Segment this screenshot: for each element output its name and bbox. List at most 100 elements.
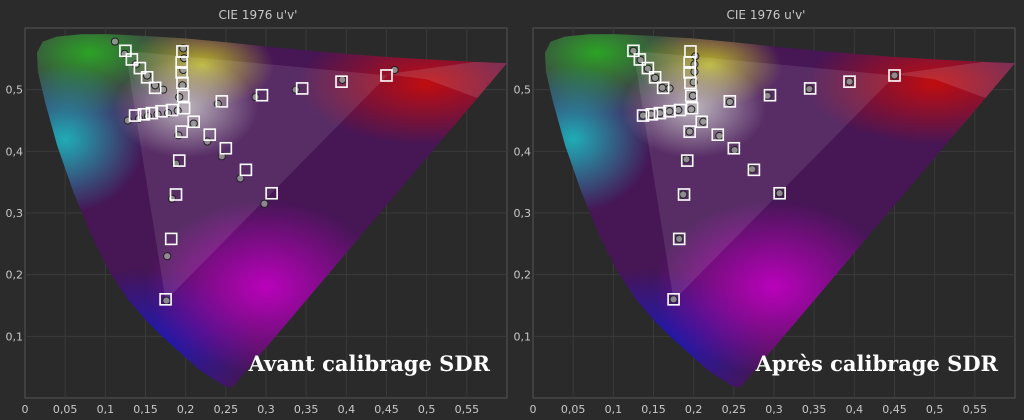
target-square [203, 128, 217, 141]
target-square [763, 88, 777, 102]
y-tick-label: 0,1 [514, 330, 532, 343]
x-tick-label: 0,2 [685, 403, 703, 416]
target-square [888, 69, 901, 82]
target-square [159, 293, 172, 306]
target-square [683, 125, 696, 138]
target-square [128, 109, 142, 122]
y-tick-label: 0,1 [6, 330, 24, 343]
target-square [636, 109, 650, 122]
data-points [110, 37, 399, 306]
x-tick-label: 0,45 [374, 403, 399, 416]
measured-point [685, 127, 694, 136]
target-square [164, 232, 178, 246]
measured-point [890, 71, 899, 80]
target-square [641, 61, 655, 75]
chart-title: CIE 1976 u'v' [219, 8, 298, 22]
target-square [177, 101, 191, 115]
target-square [255, 88, 269, 102]
measured-point [687, 105, 696, 114]
y-tick-label: 0,3 [514, 207, 532, 220]
measured-point [251, 92, 260, 102]
target-square [172, 154, 186, 167]
measured-point [699, 117, 708, 126]
target-square [685, 101, 699, 115]
x-tick-label: 0,4 [338, 403, 356, 416]
x-tick-label: 0,15 [133, 403, 158, 416]
target-square [645, 108, 659, 121]
target-square [215, 95, 229, 108]
target-square [747, 163, 761, 177]
target-square [137, 108, 151, 121]
target-square [295, 82, 309, 95]
x-tick-label: 0,35 [294, 403, 319, 416]
measured-point [163, 252, 172, 261]
data-points [627, 44, 901, 306]
chart-panel-after: CIE 1976 u'v' 0 0,05 0,1 0,15 0,2 0,25 0,3 0,35… [514, 8, 1016, 416]
y-tick-label: 0,5 [514, 84, 532, 97]
measured-point [725, 97, 734, 107]
target-square [165, 103, 179, 117]
measured-point [679, 190, 688, 199]
target-square [667, 293, 680, 306]
measured-point [658, 83, 667, 92]
measured-point [638, 111, 648, 120]
target-square [684, 89, 698, 103]
target-square [803, 82, 817, 95]
x-tick-label: 0,45 [882, 403, 907, 416]
x-tick-label: 0,1 [97, 403, 115, 416]
target-square [843, 75, 856, 88]
measured-point [688, 91, 697, 100]
measured-point [167, 194, 177, 203]
measured-point [175, 92, 184, 102]
target-square [773, 186, 786, 200]
x-tick-label: 0,25 [214, 403, 239, 416]
y-tick-label: 0,3 [6, 207, 24, 220]
measured-point [730, 146, 739, 155]
y-tick-label: 0,4 [514, 145, 532, 158]
x-tick-label: 0,55 [963, 403, 988, 416]
x-tick-label: 0,3 [257, 403, 275, 416]
measured-point [682, 155, 691, 164]
chart-caption: Avant calibrage SDR [248, 351, 491, 376]
target-square [727, 141, 741, 155]
y-tick-label: 0,5 [6, 84, 24, 97]
measured-point [338, 75, 347, 84]
target-square [133, 61, 147, 75]
target-square [656, 81, 670, 95]
x-tick-label: 0,3 [765, 403, 783, 416]
x-tick-label: 0,5 [418, 403, 436, 416]
measured-point [665, 84, 674, 93]
target-square [723, 95, 737, 108]
measured-point [715, 131, 724, 141]
measured-point [643, 64, 652, 73]
target-square [683, 56, 696, 69]
y-tick-label: 0,2 [6, 269, 24, 282]
target-square [265, 186, 278, 200]
target-square [187, 115, 200, 129]
chart-caption: Après calibrage SDR [755, 351, 999, 376]
target-square [119, 44, 132, 58]
x-tick-label: 0 [530, 403, 537, 416]
target-square [175, 56, 188, 69]
measured-point [674, 105, 683, 115]
target-square [648, 71, 662, 84]
x-tick-label: 0,35 [802, 403, 827, 416]
target-square [711, 128, 725, 141]
measured-point [675, 234, 684, 243]
chart-panel-before: CIE 1976 u'v' 0 0,05 0,1 0,15 0,2 0,25 0,3 0,35… [6, 8, 508, 416]
target-square [335, 75, 348, 88]
target-square [380, 69, 393, 82]
target-square [176, 76, 189, 90]
measured-point [748, 165, 757, 174]
target-square [169, 188, 183, 201]
measured-point [845, 77, 854, 86]
measured-point [110, 37, 120, 46]
measured-point [260, 199, 269, 208]
x-tick-label: 0,05 [53, 403, 78, 416]
target-square [148, 81, 162, 95]
x-tick-label: 0 [22, 403, 29, 416]
chart-title: CIE 1976 u'v' [727, 8, 806, 22]
target-square [680, 154, 694, 167]
measured-point [189, 119, 198, 128]
